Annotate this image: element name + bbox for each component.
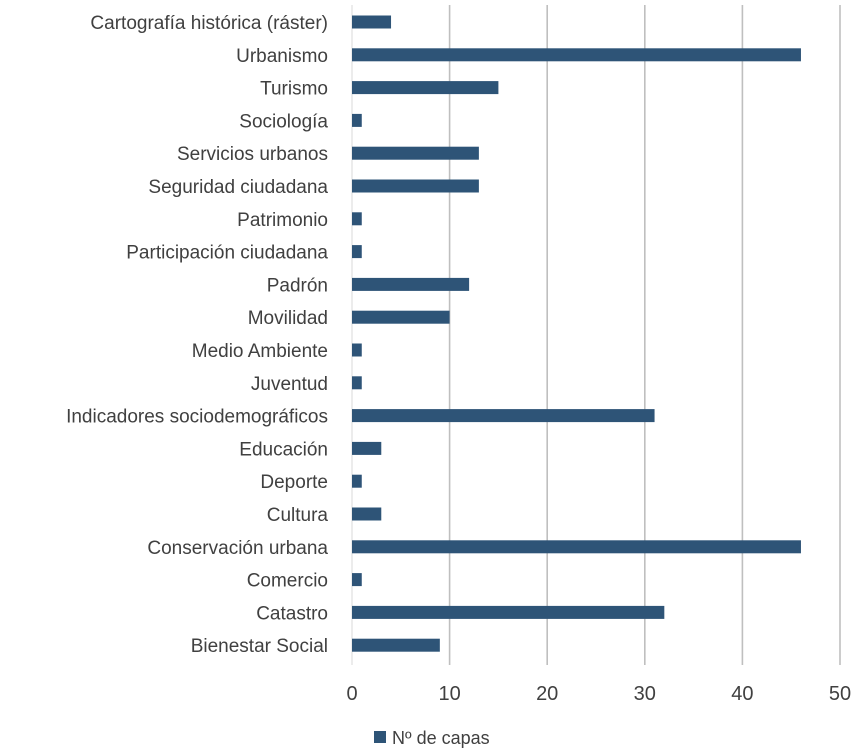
category-label-1: Urbanismo (236, 46, 328, 67)
category-label-0: Cartografía histórica (ráster) (90, 13, 328, 34)
bar-11 (352, 376, 362, 390)
x-tick-label-20: 20 (536, 683, 558, 705)
bar-12 (352, 409, 655, 423)
bar-18 (352, 605, 665, 619)
category-label-12: Indicadores sociodemográficos (66, 407, 328, 428)
category-label-16: Conservación urbana (147, 538, 328, 559)
bar-16 (352, 540, 801, 554)
bar-17 (352, 573, 362, 587)
x-tick-label-10: 10 (438, 683, 460, 705)
category-label-9: Movilidad (248, 308, 328, 329)
bar-1 (352, 48, 801, 62)
category-label-5: Seguridad ciudadana (148, 177, 328, 198)
category-label-8: Padrón (267, 275, 328, 296)
bar-10 (352, 343, 362, 357)
category-label-6: Patrimonio (237, 210, 328, 231)
gridlines (351, 5, 841, 665)
x-tick-label-30: 30 (634, 683, 656, 705)
category-label-14: Deporte (260, 472, 328, 493)
bar-4 (352, 146, 479, 160)
category-label-4: Servicios urbanos (177, 144, 328, 165)
bar-14 (352, 474, 362, 488)
bar-8 (352, 277, 470, 291)
x-tick-label-0: 0 (346, 683, 357, 705)
category-label-17: Comercio (247, 571, 328, 592)
bar-0 (352, 15, 392, 29)
bar-9 (352, 310, 450, 324)
bar-5 (352, 179, 479, 193)
category-labels: Cartografía histórica (ráster) Urbanismo T… (66, 13, 328, 657)
bar-2 (352, 81, 499, 95)
bar-15 (352, 507, 382, 521)
category-label-11: Juventud (251, 374, 328, 395)
legend: Nº de capas (374, 728, 490, 748)
x-axis-tick-labels: 0 10 20 30 40 50 (346, 683, 851, 705)
legend-label: Nº de capas (392, 728, 490, 748)
bar-6 (352, 212, 362, 226)
category-label-7: Participación ciudadana (126, 243, 328, 264)
bar-3 (352, 113, 362, 127)
category-label-3: Sociología (239, 111, 328, 132)
category-label-10: Medio Ambiente (192, 341, 328, 362)
bar-13 (352, 441, 382, 455)
x-tick-label-50: 50 (829, 683, 851, 705)
bars (352, 15, 801, 652)
category-label-18: Catastro (256, 603, 328, 624)
bar-19 (352, 638, 440, 652)
x-tick-label-40: 40 (731, 683, 753, 705)
bar-7 (352, 245, 362, 259)
legend-swatch (374, 731, 386, 743)
category-label-2: Turismo (260, 79, 328, 100)
category-label-15: Cultura (267, 505, 329, 526)
category-label-13: Educación (239, 439, 328, 460)
category-label-19: Bienestar Social (191, 636, 328, 657)
